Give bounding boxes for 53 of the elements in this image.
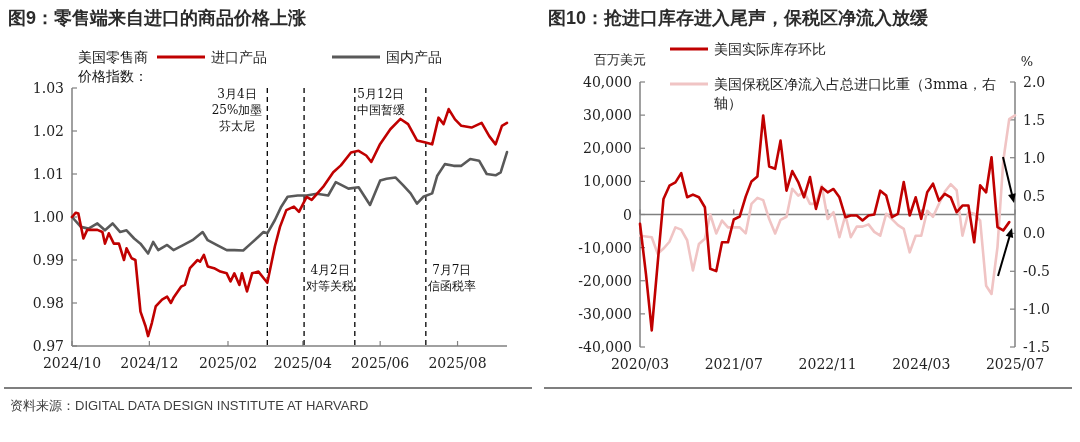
y2-tick-label: -0.5	[1023, 263, 1050, 280]
x-tick-label: 2025/02	[198, 355, 258, 371]
chart-title: 图10：抢进口库存进入尾声，保税区净流入放缓	[548, 8, 930, 28]
x-tick-label: 2024/03	[892, 356, 951, 372]
legend-label: 国内产品	[386, 49, 442, 65]
x-tick-label: 2021/07	[704, 356, 763, 372]
y-tick-label: 30,000	[583, 107, 632, 124]
x-tick-label: 2025/04	[273, 355, 332, 371]
ref-line-label: 5月12日中国暂缓	[356, 87, 405, 117]
y-tick-label: -10,000	[578, 239, 632, 256]
text: 资料来源：DIGITAL DATA DESIGN INSTITUTE AT HARVARD	[10, 398, 369, 413]
x-tick-label: 2024/12	[120, 355, 179, 371]
y-tick-label: 10,000	[583, 173, 632, 190]
y-tick-label: 20,000	[583, 140, 632, 157]
y-axis-title: 百万美元	[594, 52, 646, 67]
y-tick-label: 0.97	[32, 338, 64, 354]
y-tick-label: -40,000	[578, 339, 632, 355]
y-tick-label: 0.98	[32, 295, 64, 311]
y2-tick-label: 1.0	[1023, 149, 1046, 166]
chart-title: 图9：零售端来自进口的商品价格上涨	[8, 8, 308, 28]
y-tick-label: 1.03	[32, 80, 64, 96]
legend-label: 进口产品	[211, 49, 267, 65]
ref-line: 5月12日中国暂缓	[354, 87, 405, 347]
y-tick-label: 40,000	[583, 74, 632, 90]
y2-tick-label: 1.5	[1023, 111, 1046, 128]
x-tick-label: 2025/08	[428, 355, 487, 371]
y-tick-label: -20,000	[578, 272, 632, 289]
y2-tick-label: -1.0	[1023, 301, 1050, 318]
y-tick-label: 0.99	[32, 252, 64, 268]
y-tick-label: -30,000	[578, 305, 632, 322]
y2-tick-label: 0.0	[1023, 225, 1046, 242]
ref-line: 4月2日对等关税	[303, 87, 355, 347]
x-tick-label: 2025/06	[351, 355, 410, 371]
ref-line-label: 3月4日25%加墨芬太尼	[211, 87, 263, 133]
y-tick-label: 1.02	[32, 123, 64, 139]
legend-label: 美国实际库存环比	[714, 41, 826, 57]
ref-line: 7月7日信函税率	[425, 87, 476, 347]
ref-line-label: 4月2日对等关税	[306, 263, 355, 293]
ref-line-label: 7月7日信函税率	[427, 263, 476, 293]
y2-tick-label: -1.5	[1023, 339, 1050, 355]
x-tick-label: 2025/07	[985, 356, 1045, 372]
y2-axis-title: %	[1020, 54, 1034, 69]
y-tick-label: 1.01	[32, 166, 64, 182]
x-tick-label: 2020/03	[610, 356, 670, 372]
x-tick-label: 2022/11	[798, 356, 857, 372]
y-tick-label: 0	[623, 206, 632, 223]
y-tick-label: 1.00	[32, 209, 64, 225]
x-tick-label: 2024/10	[42, 355, 102, 371]
legend-label: 美国保税区净流入占总进口比重（3mma，右轴）	[714, 76, 996, 111]
legend-title: 美国零售商价格指数：	[77, 49, 148, 84]
y2-tick-label: 0.5	[1023, 187, 1046, 204]
ref-line: 3月4日25%加墨芬太尼	[211, 87, 268, 347]
y2-tick-label: 2.0	[1023, 74, 1046, 90]
